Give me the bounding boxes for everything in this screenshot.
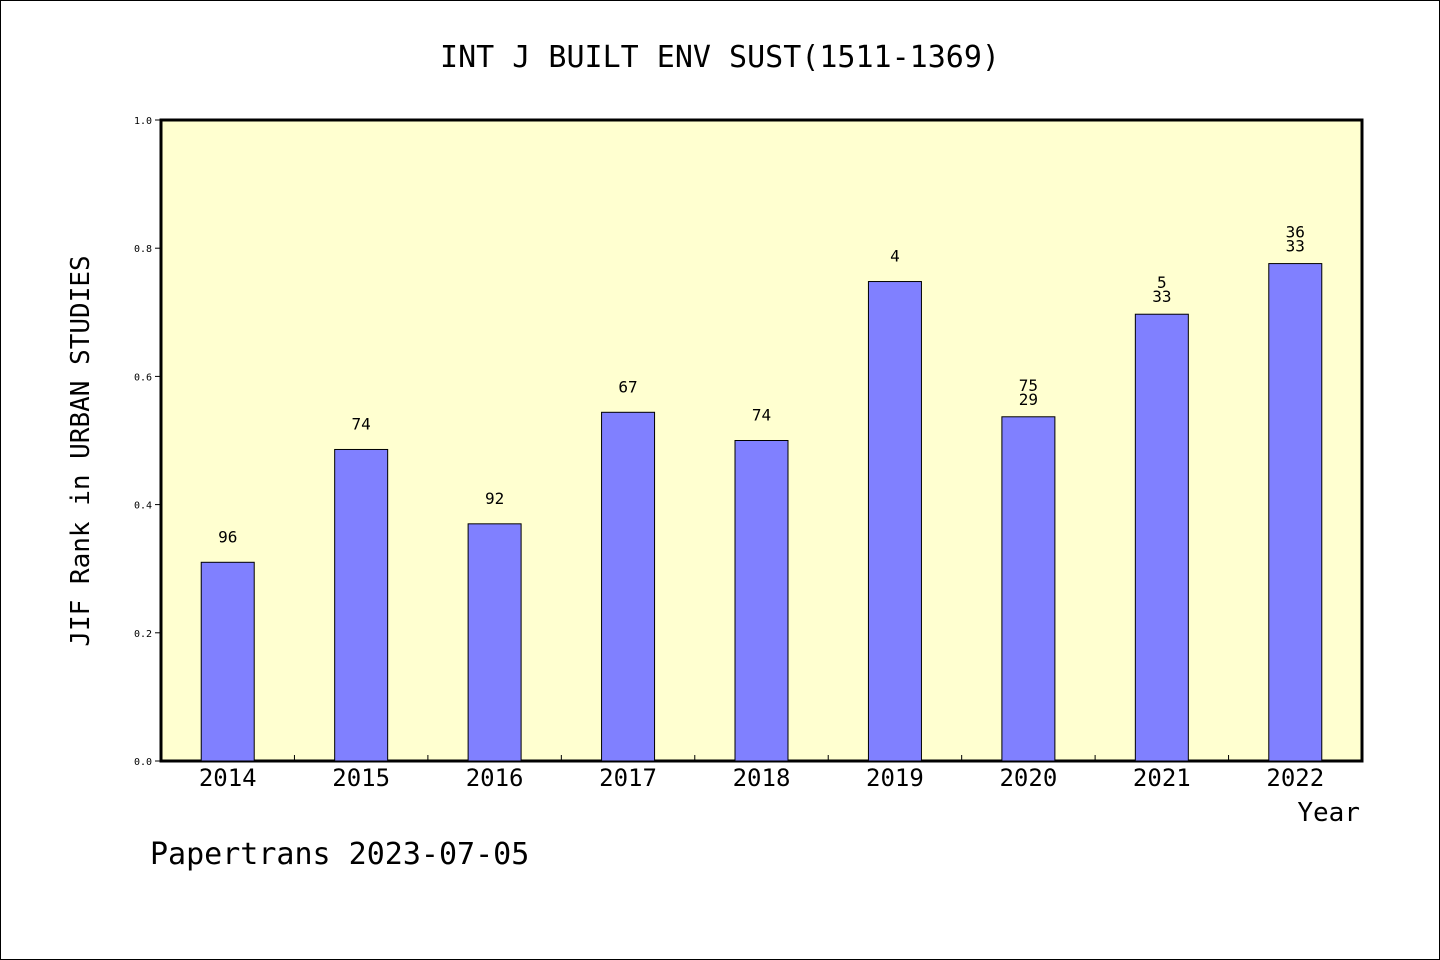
bar-2017 bbox=[601, 411, 656, 762]
x-tick-label: 2022 bbox=[1266, 764, 1324, 792]
x-tick-label: 2016 bbox=[466, 764, 524, 792]
y-axis: 0.0 0.2 0.4 0.6 0.8 1.0 bbox=[134, 116, 161, 768]
x-tick-label: 2020 bbox=[999, 764, 1057, 792]
data-label: 29 bbox=[1019, 390, 1038, 409]
data-label: 4 bbox=[890, 247, 900, 266]
data-label: 36 bbox=[1286, 223, 1305, 242]
data-label: 33 bbox=[1286, 237, 1305, 256]
data-label: 5 bbox=[1157, 273, 1167, 292]
y-axis-label: JIF Rank in URBAN STUDIES bbox=[66, 255, 96, 646]
x-tick-label: 2018 bbox=[733, 764, 791, 792]
footer-text: Papertrans 2023-07-05 bbox=[150, 837, 529, 872]
y-tick-label: 0.6 bbox=[134, 372, 152, 383]
x-axis-label: Year bbox=[1297, 798, 1360, 828]
y-tick-label: 0.2 bbox=[134, 629, 152, 640]
y-tick-label: 0.4 bbox=[134, 501, 152, 512]
data-label: 74 bbox=[752, 406, 771, 425]
bar-2022 bbox=[1268, 263, 1323, 762]
data-label: 92 bbox=[485, 489, 504, 508]
bar-2016 bbox=[467, 523, 522, 762]
bar-2014 bbox=[200, 561, 255, 762]
data-label: 75 bbox=[1019, 376, 1038, 395]
bar-2018 bbox=[734, 440, 789, 762]
x-tick-label: 2017 bbox=[599, 764, 657, 792]
data-label: 74 bbox=[352, 414, 371, 433]
data-label: 33 bbox=[1152, 287, 1171, 306]
y-tick-label: 1.0 bbox=[134, 116, 152, 127]
bar-2015 bbox=[334, 448, 389, 762]
bar-2020 bbox=[1001, 416, 1056, 762]
chart-title: INT J BUILT ENV SUST(1511-1369) bbox=[440, 40, 1000, 75]
data-label: 67 bbox=[618, 377, 637, 396]
data-label: 96 bbox=[218, 527, 237, 546]
bar-2019 bbox=[867, 281, 922, 762]
x-tick-label: 2014 bbox=[199, 764, 257, 792]
x-axis: 2014 2015 2016 2017 2018 2019 2020 2021 2022 bbox=[199, 755, 1324, 792]
y-tick-label: 0.0 bbox=[134, 757, 152, 768]
x-tick-label: 2015 bbox=[332, 764, 390, 792]
x-tick-label: 2019 bbox=[866, 764, 924, 792]
y-tick-label: 0.8 bbox=[134, 244, 152, 255]
x-tick-label: 2021 bbox=[1133, 764, 1191, 792]
bar-2021 bbox=[1134, 313, 1189, 762]
